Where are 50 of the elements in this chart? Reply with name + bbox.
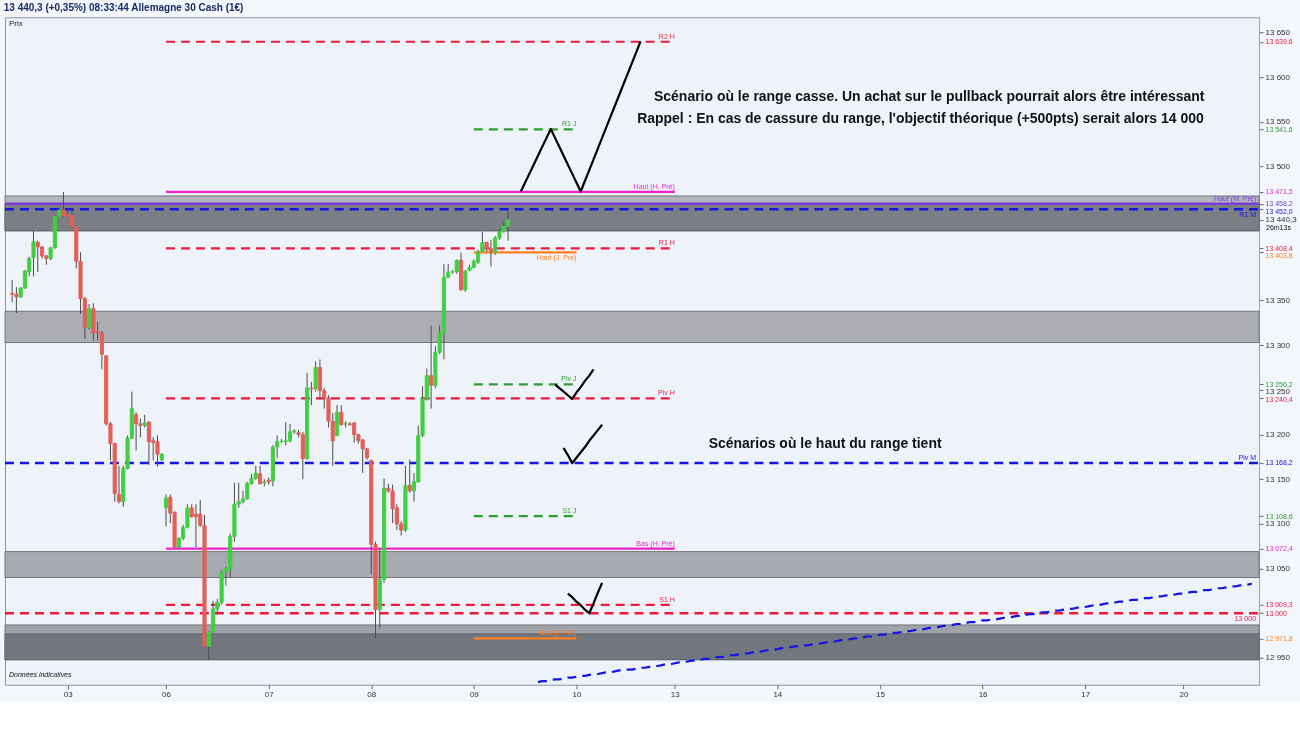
y-tick-label: 13 440,3 — [1265, 215, 1298, 225]
candlestick — [163, 493, 169, 528]
candlestick — [317, 358, 322, 401]
x-tick-label: 09 — [469, 690, 480, 700]
y-tick-label: 13 050 — [1265, 564, 1291, 574]
x-tick-label: 15 — [876, 690, 886, 700]
candlestick — [61, 191, 66, 218]
y-tick-label: 13 550 — [1265, 117, 1291, 127]
candlestick — [360, 438, 365, 474]
y-tick-label: 12 950 — [1265, 653, 1291, 663]
candlestick — [463, 269, 468, 293]
line-series — [562, 423, 604, 465]
x-tick-label: 03 — [63, 690, 74, 700]
y-tick-label: 13 350 — [1265, 296, 1291, 306]
x-tick-label: 10 — [572, 690, 582, 700]
x-tick-label: 16 — [978, 690, 989, 700]
candlestick — [10, 279, 15, 303]
y-tick-label: 13 650 — [1265, 27, 1291, 37]
y-tick-label: 13 200 — [1265, 430, 1291, 440]
candlestick — [146, 420, 151, 466]
candlestick — [334, 404, 340, 437]
x-tick-label: 08 — [367, 690, 377, 700]
candlestick — [283, 421, 288, 446]
candlestick — [134, 411, 139, 452]
candlestick — [309, 381, 314, 406]
annotation: Rappel : En cas de cassure du range, l'objectif théorique (+500pts) serait alors 14 000 — [637, 109, 1204, 126]
x-tick-label: 14 — [773, 690, 783, 700]
y-tick-label: 13 100 — [1265, 519, 1291, 529]
y-tick-label: 13 500 — [1265, 161, 1291, 171]
candlestick — [339, 404, 344, 427]
candlestick — [87, 303, 92, 330]
x-tick-label: 17 — [1081, 690, 1091, 700]
y-tick-label: 13 150 — [1265, 474, 1291, 484]
x-tick-label: 06 — [162, 690, 172, 700]
annotation: Scénarios où le haut du range tient — [708, 435, 942, 452]
x-tick-label: 07 — [264, 690, 275, 700]
candlestick — [407, 459, 412, 494]
line-series — [553, 368, 595, 400]
candlestick — [31, 230, 36, 277]
x-tick-label: 20 — [1179, 690, 1189, 700]
x-tick-label: 13 — [670, 690, 681, 700]
y-tick-label: 13 300 — [1265, 340, 1291, 350]
y-tick-label: 13 250 — [1265, 387, 1291, 397]
y-tick-label: 13 600 — [1265, 72, 1291, 82]
line-series — [566, 581, 604, 615]
candlestick — [155, 434, 160, 468]
chart-title: 13 440,3 (+0,35%) 08:33:44 Allemagne 30 Cash (1€) — [3, 2, 244, 14]
annotation: Scénario où le range casse. Un achat sur le pullback pourrait alors être intéressant — [654, 88, 1205, 105]
candlestick — [35, 240, 40, 273]
y-axis-title: Prix — [8, 19, 23, 29]
